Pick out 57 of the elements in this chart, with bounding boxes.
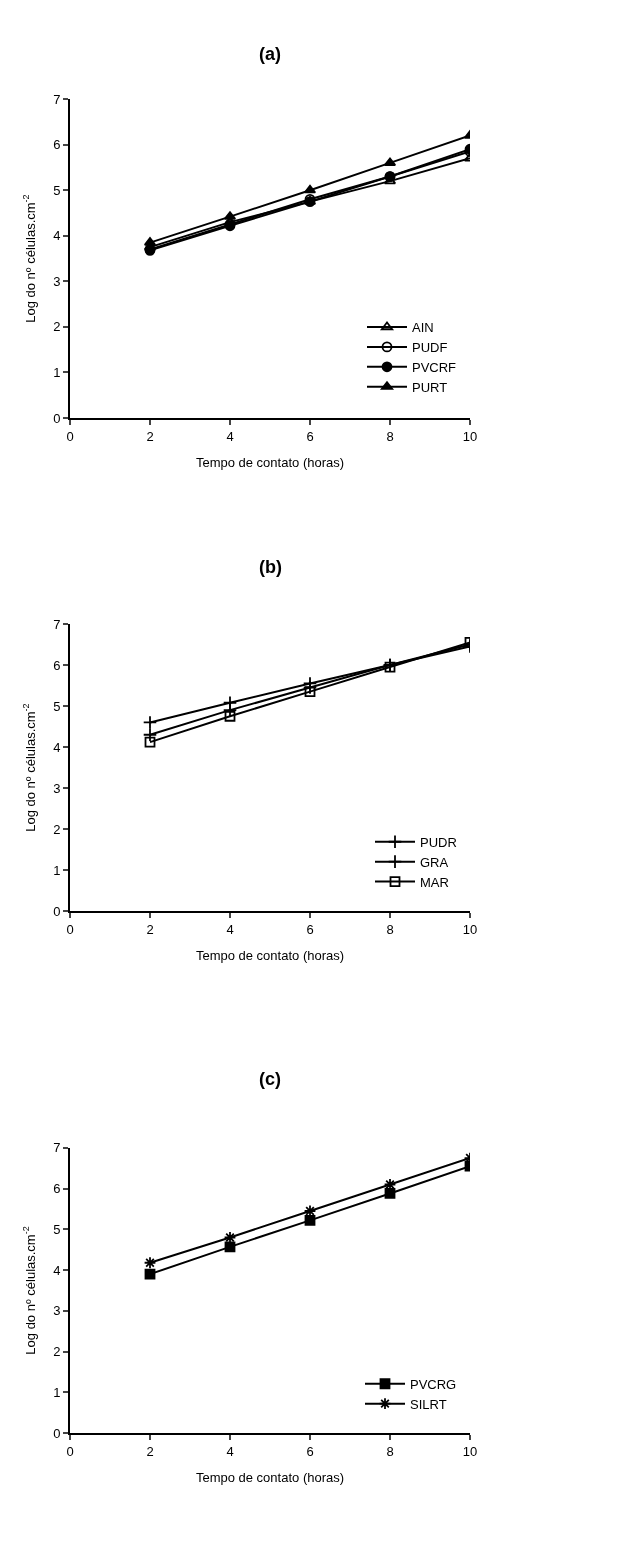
legend-label: PVCRG [410,1376,457,1392]
chart-title: (c) [259,1069,281,1089]
y-tick-label: 5 [53,182,61,198]
legend-label: PUDF [412,339,448,355]
legend-label: AIN [412,320,434,336]
legend-label: PURT [412,379,448,395]
y-tick-label: 7 [53,616,61,632]
y-tick-label: 7 [53,1140,61,1156]
chart-title: (a) [259,44,281,64]
y-tick-label: 3 [53,1303,61,1319]
x-tick-label: 2 [146,1443,154,1459]
x-tick-label: 8 [386,1443,394,1459]
x-tick-label: 0 [66,921,74,937]
y-tick-label: 1 [53,1384,61,1400]
y-tick-label: 6 [53,137,61,153]
legend-label: PUDR [420,834,457,850]
x-axis-title: Tempo de contato (horas) [195,947,345,963]
x-tick-label: 0 [66,1443,74,1459]
x-tick-label: 0 [66,428,74,444]
legend-label: PVCRF [412,359,457,375]
y-tick-label: 0 [53,1425,61,1441]
y-tick-label: 1 [53,862,61,878]
y-tick-label: 7 [53,91,61,107]
x-tick-label: 4 [226,1443,234,1459]
x-tick-label: 2 [146,428,154,444]
y-tick-label: 2 [53,319,61,335]
x-tick-label: 6 [306,921,314,937]
y-tick-label: 2 [53,821,61,837]
x-tick-label: 4 [226,921,234,937]
x-tick-label: 8 [386,921,394,937]
legend-label: SILRT [410,1396,447,1412]
y-tick-label: 5 [53,1221,61,1237]
legend-label: MAR [420,874,449,890]
x-axis-title: Tempo de contato (horas) [195,454,345,470]
x-tick-label: 10 [462,428,478,444]
x-axis-title: Tempo de contato (horas) [195,1469,345,1485]
x-tick-label: 10 [462,921,478,937]
y-tick-label: 4 [53,739,61,755]
y-tick-label: 4 [53,228,61,244]
y-tick-label: 6 [53,1181,61,1197]
legend-label: GRA [420,854,449,870]
x-tick-label: 2 [146,921,154,937]
x-tick-label: 6 [306,428,314,444]
y-tick-label: 1 [53,364,61,380]
y-tick-label: 0 [53,410,61,426]
x-tick-label: 4 [226,428,234,444]
x-tick-label: 10 [462,1443,478,1459]
y-tick-label: 5 [53,698,61,714]
x-tick-label: 6 [306,1443,314,1459]
y-tick-label: 6 [53,657,61,673]
y-tick-label: 3 [53,273,61,289]
y-tick-label: 3 [53,780,61,796]
y-tick-label: 4 [53,1262,61,1278]
y-tick-label: 2 [53,1344,61,1360]
chart-title: (b) [259,557,282,577]
x-tick-label: 8 [386,428,394,444]
y-tick-label: 0 [53,903,61,919]
